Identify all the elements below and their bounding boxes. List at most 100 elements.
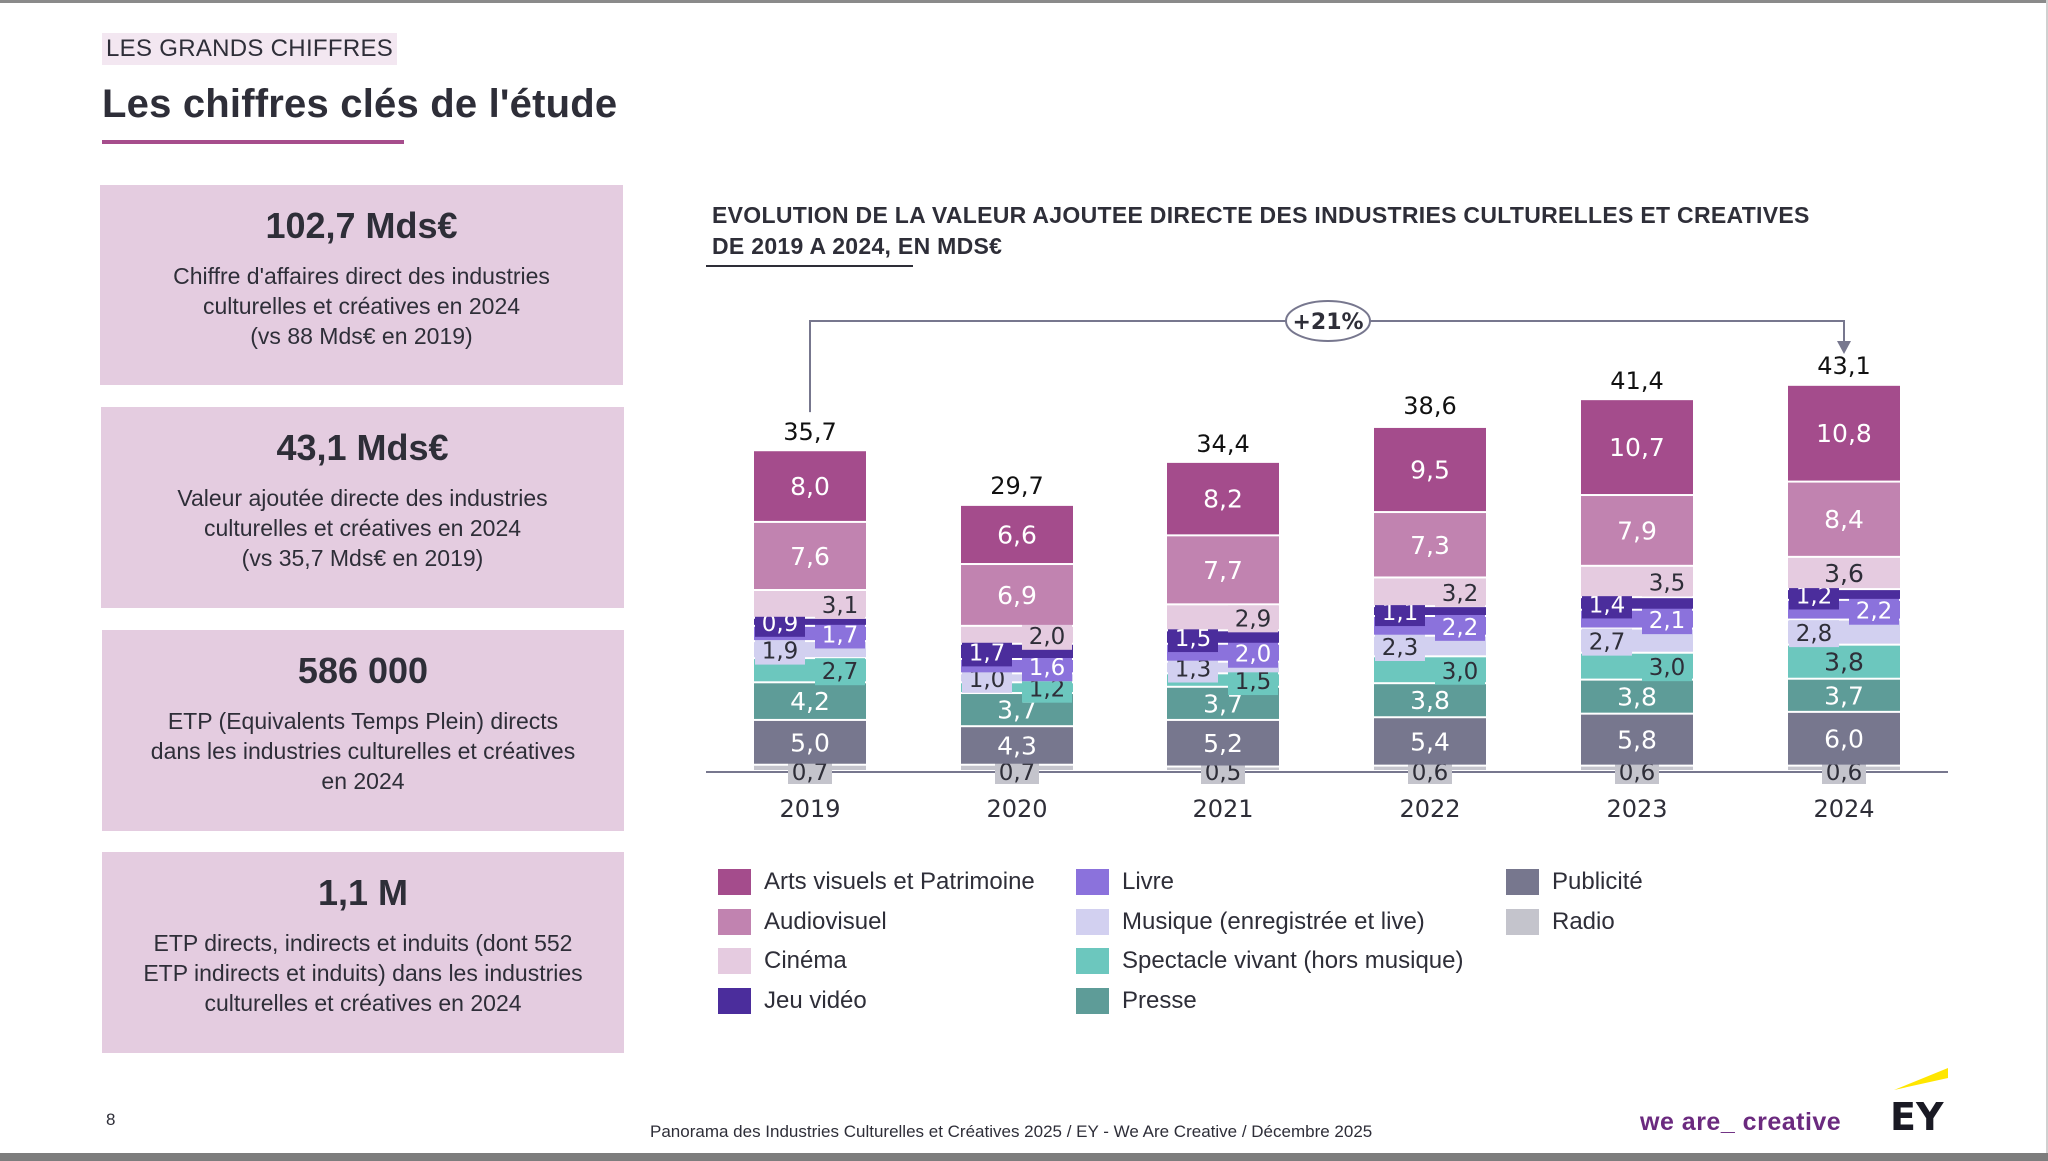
bar-segment: [1374, 684, 1486, 717]
footer-source: Panorama des Industries Culturelles et C…: [650, 1122, 1373, 1141]
bar-segment: [1581, 598, 1693, 609]
legend-swatch: [1076, 869, 1109, 895]
growth-bracket-line: [809, 320, 1845, 413]
bar-label: 0,9: [762, 611, 799, 637]
bar-label: 3,0: [1442, 659, 1479, 685]
bar-label: 3,1: [822, 593, 859, 619]
bar-label: 9,5: [1410, 455, 1450, 484]
bar-label: 3,8: [1617, 683, 1657, 712]
bar-label-bg: [755, 637, 805, 665]
bar-segment: [1167, 720, 1279, 766]
bar-segment: [1581, 714, 1693, 765]
bar-segment: [961, 683, 1073, 693]
kpi-description: ETP (Equivalents Temps Plein) directs da…: [112, 706, 614, 796]
legend-label: Spectacle vivant (hors musique): [1122, 947, 1464, 974]
bar-label: 6,0: [1824, 725, 1864, 754]
bar-segment: [1167, 536, 1279, 604]
legend-item: Presse: [1076, 987, 1197, 1015]
bar-segment: [961, 644, 1073, 658]
ey-logo-text: EY: [1890, 1095, 1944, 1132]
section-tag: LES GRANDS CHIFFRES: [102, 33, 398, 65]
bar-segment: [1374, 766, 1486, 770]
bar-label-bg: [1435, 657, 1485, 685]
bar-label: 1,4: [1589, 592, 1626, 618]
kpi-desc-line: ETP directs, indirects et induits (dont …: [153, 930, 573, 956]
title-underline: [102, 140, 404, 144]
legend-swatch: [718, 908, 751, 935]
bar-segment: [1788, 645, 1900, 678]
legend-item: Spectacle vivant (hors musique): [1076, 947, 1463, 975]
page-number: 8: [106, 1110, 116, 1129]
bar-label: 2,0: [1029, 624, 1066, 650]
bar-label-bg: [788, 757, 832, 784]
legend-item: Publicité: [1506, 868, 1643, 896]
bar-label-bg: [755, 609, 805, 637]
bar-label-bg: [1582, 628, 1632, 656]
bar-segment: [1788, 557, 1900, 589]
legend-swatch: [718, 948, 751, 974]
bar-label: 8,0: [790, 472, 830, 501]
bar-label: 5,8: [1617, 726, 1657, 755]
bar-label: 3,7: [1203, 689, 1243, 718]
bar-label: 3,8: [1410, 686, 1450, 715]
legend-label: Publicité: [1552, 868, 1643, 895]
growth-badge: [1285, 300, 1371, 342]
bar-segment: [1788, 385, 1900, 481]
bar-segment: [1581, 400, 1693, 495]
bar-label-bg: [1168, 655, 1218, 683]
bar-label-bg: [1435, 579, 1485, 607]
bar-segment: [1788, 766, 1900, 770]
chart-title: EVOLUTION DE LA VALEUR AJOUTEE DIRECTE D…: [712, 200, 1810, 262]
bar-label: 8,2: [1203, 485, 1243, 514]
right-border: [2046, 0, 2048, 1161]
bar-label: 1,7: [969, 640, 1006, 666]
bar-label-bg: [1642, 569, 1692, 597]
bar-segment: [1581, 496, 1693, 565]
bar-label: 1,6: [1029, 655, 1066, 681]
bar-segment: [961, 727, 1073, 764]
legend-item: Cinéma: [718, 947, 847, 975]
bar-segment: [1167, 631, 1279, 643]
bar-label-bg: [815, 658, 865, 686]
bar-label: 7,6: [790, 542, 830, 571]
x-tick-label: 2021: [1192, 795, 1253, 823]
bar-label: 0,7: [792, 760, 829, 786]
x-tick-label: 2023: [1606, 795, 1667, 823]
bar-label: 2,9: [1235, 606, 1272, 632]
bar-segment: [1374, 657, 1486, 683]
bar-label: 0,6: [1619, 760, 1656, 786]
legend-item: Livre: [1076, 868, 1174, 896]
bar-total-label: 34,4: [1196, 430, 1249, 458]
bar-label: 2,3: [1382, 635, 1419, 661]
bar-label: 2,7: [822, 659, 859, 685]
bar-segment: [1167, 644, 1279, 661]
bar-label-bg: [1822, 757, 1866, 784]
kpi-description: Valeur ajoutée directe des industries cu…: [125, 483, 600, 573]
x-tick-label: 2019: [779, 795, 840, 823]
bar-segment: [961, 565, 1073, 625]
bar-segment: [1167, 687, 1279, 719]
bar-label: 1,1: [1382, 600, 1419, 626]
bar-segment: [1788, 600, 1900, 619]
bar-label: 3,0: [1649, 655, 1686, 681]
ey-logo: EY: [1888, 1068, 1948, 1139]
chart-title-line: EVOLUTION DE LA VALEUR AJOUTEE DIRECTE D…: [712, 202, 1810, 228]
legend-swatch: [718, 869, 751, 895]
bar-label-bg: [1849, 597, 1899, 625]
bar-label: 7,7: [1203, 556, 1243, 585]
bar-label: 7,9: [1617, 516, 1657, 545]
legend-label: Radio: [1552, 907, 1615, 935]
bar-label: 1,2: [1796, 583, 1833, 609]
kpi-card-revenue: 102,7 Mds€ Chiffre d'affaires direct des…: [100, 185, 623, 385]
bar-segment: [961, 626, 1073, 643]
bar-label: 1,5: [1175, 626, 1212, 652]
bar-label: 3,7: [1824, 681, 1864, 710]
bottom-border: [0, 1153, 2048, 1161]
bar-segment: [754, 451, 866, 521]
bar-segment: [1581, 610, 1693, 628]
chart-title-underline: [706, 265, 913, 267]
kpi-value: 43,1 Mds€: [276, 427, 449, 468]
top-border: [0, 0, 2048, 3]
bar-segment: [961, 674, 1073, 682]
growth-arrow-head: [1837, 341, 1851, 354]
